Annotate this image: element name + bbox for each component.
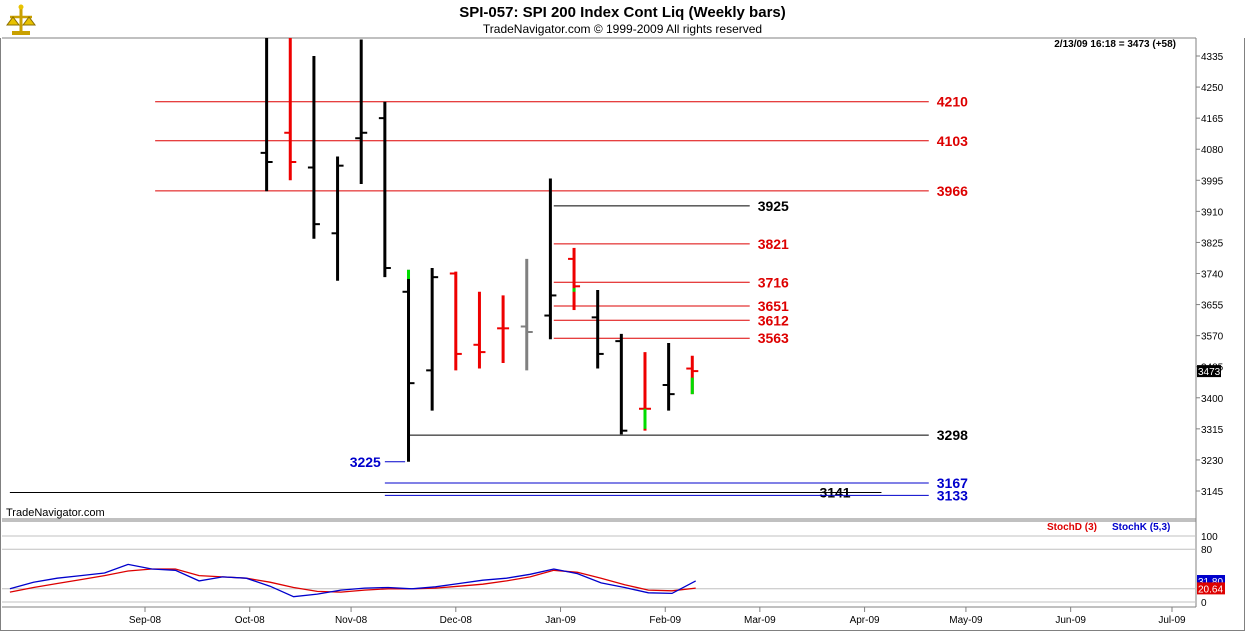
level-label: 3298 xyxy=(937,427,968,443)
x-tick-label: Jun-09 xyxy=(1055,615,1086,626)
chart-subtitle: TradeNavigator.com © 1999-2009 All right… xyxy=(482,22,763,36)
x-tick-label: Dec-08 xyxy=(440,615,473,626)
x-tick-label: Jan-09 xyxy=(545,615,576,626)
y-tick-label: 3910 xyxy=(1201,207,1224,218)
x-tick-label: Jul-09 xyxy=(1158,615,1186,626)
y-tick-label: 3995 xyxy=(1201,176,1224,187)
level-label: 4210 xyxy=(937,94,968,110)
y-tick-label: 4335 xyxy=(1201,52,1224,63)
level-label: 3612 xyxy=(758,312,789,328)
x-tick-label: Sep-08 xyxy=(129,615,162,626)
last-price-tag xyxy=(1197,365,1221,378)
stoch-y-tick-label: 80 xyxy=(1201,545,1213,556)
y-tick-label: 3740 xyxy=(1201,270,1224,281)
stoch-y-tick-label: 0 xyxy=(1201,598,1207,609)
level-label: 4103 xyxy=(937,133,968,149)
stoch-line-k xyxy=(9,563,697,598)
level-label: 3225 xyxy=(350,454,381,470)
level-label: 3563 xyxy=(758,330,789,346)
level-label: 3651 xyxy=(758,298,789,314)
x-tick-label: Apr-09 xyxy=(850,615,880,626)
y-tick-label: 3825 xyxy=(1201,238,1224,249)
level-label: 3141 xyxy=(819,484,850,500)
x-tick-label: Mar-09 xyxy=(744,615,776,626)
stoch-line-d xyxy=(9,568,696,593)
y-tick-label: 3145 xyxy=(1201,487,1224,498)
level-label: 3821 xyxy=(758,236,789,252)
trade-navigator-logo-icon[interactable] xyxy=(4,3,38,37)
y-tick-label: 3400 xyxy=(1201,394,1224,405)
y-tick-label: 4165 xyxy=(1201,114,1224,125)
y-tick-label: 3315 xyxy=(1201,425,1224,436)
last-price-label: 3473 xyxy=(1198,367,1221,378)
stoch-value-label: 20.64 xyxy=(1198,584,1223,595)
chart-header: SPI-057: SPI 200 Index Cont Liq (Weekly … xyxy=(0,0,1245,38)
y-tick-label: 3230 xyxy=(1201,456,1224,467)
stoch-y-tick-label: 100 xyxy=(1201,532,1218,543)
level-label: 3167 xyxy=(937,475,968,491)
y-tick-label: 4080 xyxy=(1201,145,1224,156)
y-tick-label: 3655 xyxy=(1201,301,1224,312)
level-label: 3925 xyxy=(758,198,789,214)
stoch-value-tag xyxy=(1197,582,1225,595)
y-tick-label: 3570 xyxy=(1201,332,1224,343)
level-label: 3133 xyxy=(937,487,968,503)
quote-info: 2/13/09 16:18 = 3473 (+58) xyxy=(1054,39,1176,50)
x-tick-label: Nov-08 xyxy=(335,615,368,626)
x-tick-label: Oct-08 xyxy=(235,615,265,626)
y-tick-label: 4250 xyxy=(1201,83,1224,94)
level-label: 3716 xyxy=(758,274,789,290)
watermark-text: TradeNavigator.com xyxy=(6,507,105,519)
x-tick-label: May-09 xyxy=(949,615,983,626)
level-label: 3966 xyxy=(937,183,968,199)
stoch-legend-k: StochK (5,3) xyxy=(1112,522,1170,533)
stoch-legend-d: StochD (3) xyxy=(1047,522,1097,533)
chart-title: SPI-057: SPI 200 Index Cont Liq (Weekly … xyxy=(459,4,786,21)
x-tick-label: Feb-09 xyxy=(649,615,681,626)
